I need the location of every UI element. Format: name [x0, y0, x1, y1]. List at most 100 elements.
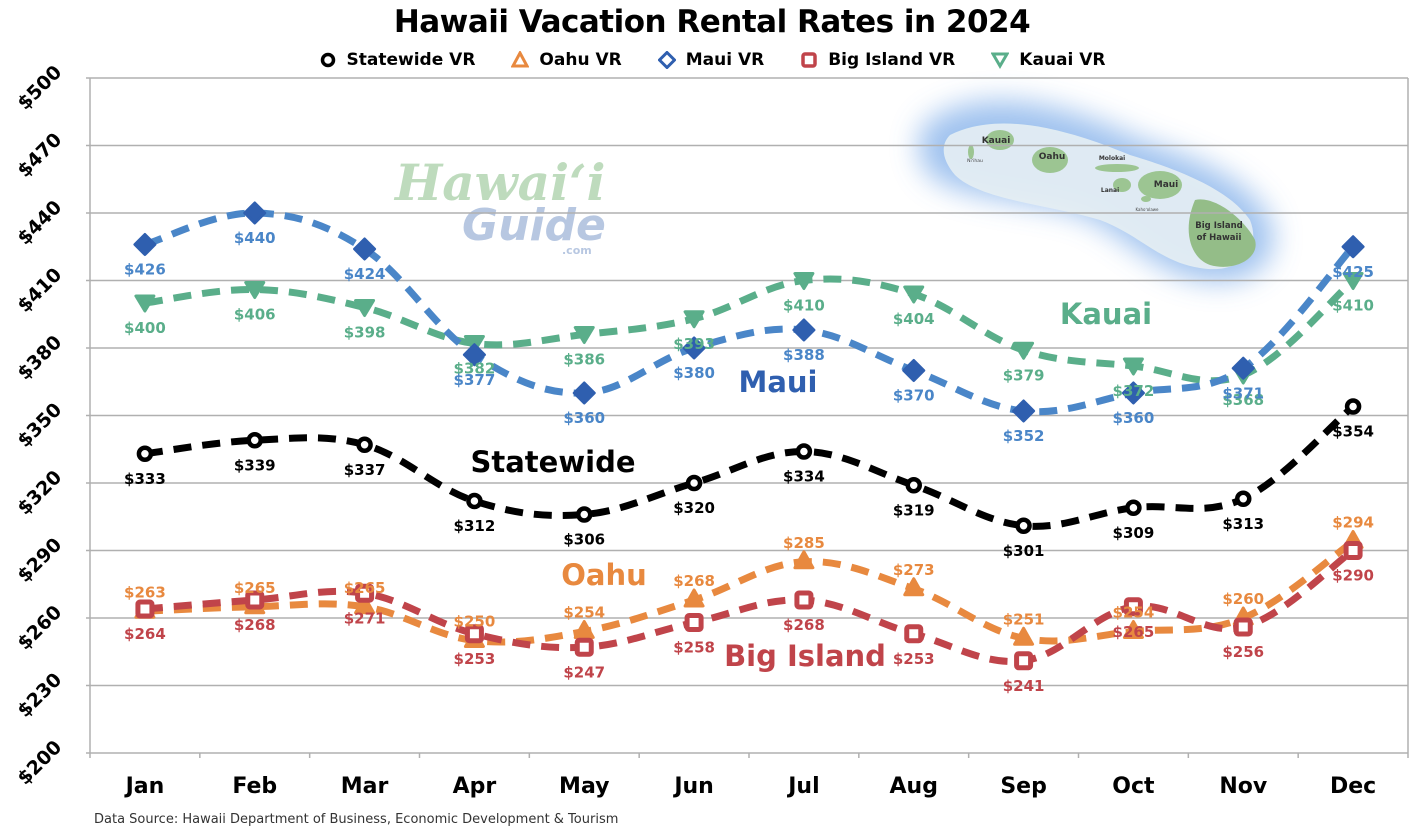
data-label: $273 — [893, 561, 935, 579]
data-label: $410 — [783, 297, 825, 315]
circle-marker — [1015, 517, 1032, 534]
data-label: $250 — [454, 613, 496, 631]
hawaii-guide-logo: Hawaiʻi Guide .com — [393, 153, 606, 257]
x-tick-label: Sep — [1000, 774, 1047, 799]
circle-marker — [1235, 490, 1252, 507]
map-label: Niʻihau — [967, 157, 983, 164]
circle-marker — [576, 506, 593, 523]
triangle-up-icon — [511, 51, 530, 68]
data-label: $312 — [454, 517, 496, 535]
square-marker — [1233, 617, 1253, 637]
map-label: Lanai — [1101, 187, 1119, 194]
diamond-marker — [792, 318, 816, 342]
map-label: Molokai — [1099, 155, 1125, 162]
triangle-up-marker — [683, 588, 705, 608]
square-marker — [355, 583, 375, 603]
legend-item-statewide: Statewide VR — [319, 50, 475, 70]
data-label: $241 — [1003, 677, 1045, 695]
data-label: $268 — [783, 616, 825, 634]
circle-marker — [1125, 499, 1142, 516]
data-label: $368 — [1222, 391, 1264, 409]
map-label: Maui — [1154, 180, 1179, 190]
square-icon — [801, 52, 817, 68]
y-tick-label: $320 — [13, 466, 66, 519]
data-label: $337 — [344, 461, 386, 479]
y-tick-label: $230 — [13, 669, 66, 722]
x-tick-label: Jun — [672, 774, 714, 799]
data-label: $251 — [1003, 610, 1045, 628]
data-label: $393 — [673, 335, 715, 353]
circle-marker — [1344, 398, 1362, 415]
diamond-marker — [133, 233, 157, 256]
triangle-down-marker — [903, 285, 925, 304]
x-tick-label: Dec — [1330, 774, 1376, 799]
data-label: $309 — [1113, 524, 1155, 542]
triangle-up-marker — [793, 550, 815, 570]
data-source-note: Data Source: Hawaii Department of Busine… — [94, 812, 619, 827]
y-tick-label: $260 — [13, 601, 66, 654]
square-marker — [1343, 541, 1363, 560]
legend-label: Oahu VR — [539, 50, 622, 70]
data-label: $263 — [124, 583, 166, 601]
diamond-icon — [657, 51, 676, 69]
y-tick-label: $500 — [13, 61, 66, 114]
map-label: Kahoʻolawe — [1136, 207, 1160, 212]
square-marker — [1014, 651, 1034, 671]
data-label: $425 — [1332, 263, 1374, 281]
diamond-marker — [243, 201, 267, 225]
triangle-down-marker — [683, 310, 705, 329]
data-label: $370 — [893, 387, 935, 405]
annotation-big-island: Big Island — [724, 639, 886, 673]
y-axis: $200 $230 $260 $290 $320 $350 $380 $410 $440 $470… — [13, 61, 66, 789]
data-label: $260 — [1222, 590, 1264, 608]
data-label: $306 — [563, 531, 605, 549]
data-label: $360 — [1113, 409, 1155, 427]
data-label: $371 — [1222, 384, 1264, 402]
x-tick-label: Mar — [341, 774, 389, 799]
data-label: $285 — [783, 534, 825, 552]
legend-label: Kauai VR — [1019, 50, 1106, 70]
map-label: Oahu — [1039, 152, 1066, 162]
x-tick-label: Aug — [890, 774, 938, 799]
diamond-marker — [353, 237, 377, 261]
circle-marker — [685, 474, 703, 492]
diamond-marker — [1231, 356, 1255, 380]
data-labels: $400 $406 $398 $382 $386 $393 $410 $404 $379 $372… — [124, 229, 1374, 695]
triangle-down-marker — [1013, 341, 1035, 360]
triangle-up-marker — [354, 595, 376, 615]
triangle-down-marker — [244, 281, 266, 299]
y-tick-label: $410 — [13, 264, 66, 317]
data-label: $333 — [124, 470, 166, 488]
diamond-marker — [462, 343, 486, 367]
triangle-down-icon — [991, 52, 1010, 69]
x-tick-label: Oct — [1112, 774, 1155, 799]
data-label: $319 — [893, 501, 935, 519]
y-tick-label: $470 — [13, 129, 66, 182]
data-label: $440 — [234, 229, 276, 247]
data-label: $410 — [1332, 297, 1374, 315]
data-label: $404 — [893, 310, 935, 328]
data-label: $271 — [344, 609, 386, 627]
square-marker — [135, 599, 155, 619]
data-label: $290 — [1332, 567, 1374, 585]
diamond-marker — [1121, 381, 1145, 405]
data-label: $372 — [1113, 382, 1155, 400]
data-label: $386 — [563, 351, 605, 369]
data-label: $379 — [1003, 366, 1045, 384]
triangle-up-marker — [1013, 626, 1035, 646]
data-series — [133, 201, 1365, 671]
triangle-down-marker — [134, 294, 156, 313]
legend-label: Big Island VR — [828, 50, 956, 70]
x-tick-label: Apr — [453, 774, 497, 799]
legend-item-big-island: Big Island VR — [800, 50, 955, 70]
data-label: $334 — [783, 468, 825, 486]
square-marker — [904, 624, 924, 644]
data-label: $424 — [344, 265, 386, 283]
map-label: Big Island — [1195, 221, 1242, 231]
triangle-down-marker — [573, 326, 595, 344]
data-label: $377 — [454, 371, 496, 389]
annotation-kauai: Kauai — [1060, 297, 1152, 331]
circle-marker — [795, 443, 813, 460]
data-label: $313 — [1222, 515, 1264, 533]
data-label: $258 — [673, 639, 715, 657]
